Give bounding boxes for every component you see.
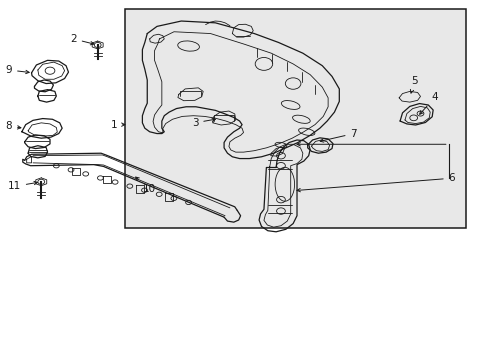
- Text: 3: 3: [191, 118, 215, 128]
- Text: 6: 6: [296, 173, 454, 192]
- Text: 2: 2: [70, 34, 94, 45]
- Text: 11: 11: [8, 181, 38, 192]
- Text: 1: 1: [110, 120, 124, 130]
- Text: 4: 4: [419, 92, 438, 114]
- Text: 5: 5: [409, 76, 417, 93]
- Text: 7: 7: [320, 129, 356, 142]
- Bar: [125, 9, 465, 228]
- Text: 9: 9: [5, 65, 29, 75]
- Text: 10: 10: [135, 177, 156, 194]
- Text: 8: 8: [5, 121, 21, 131]
